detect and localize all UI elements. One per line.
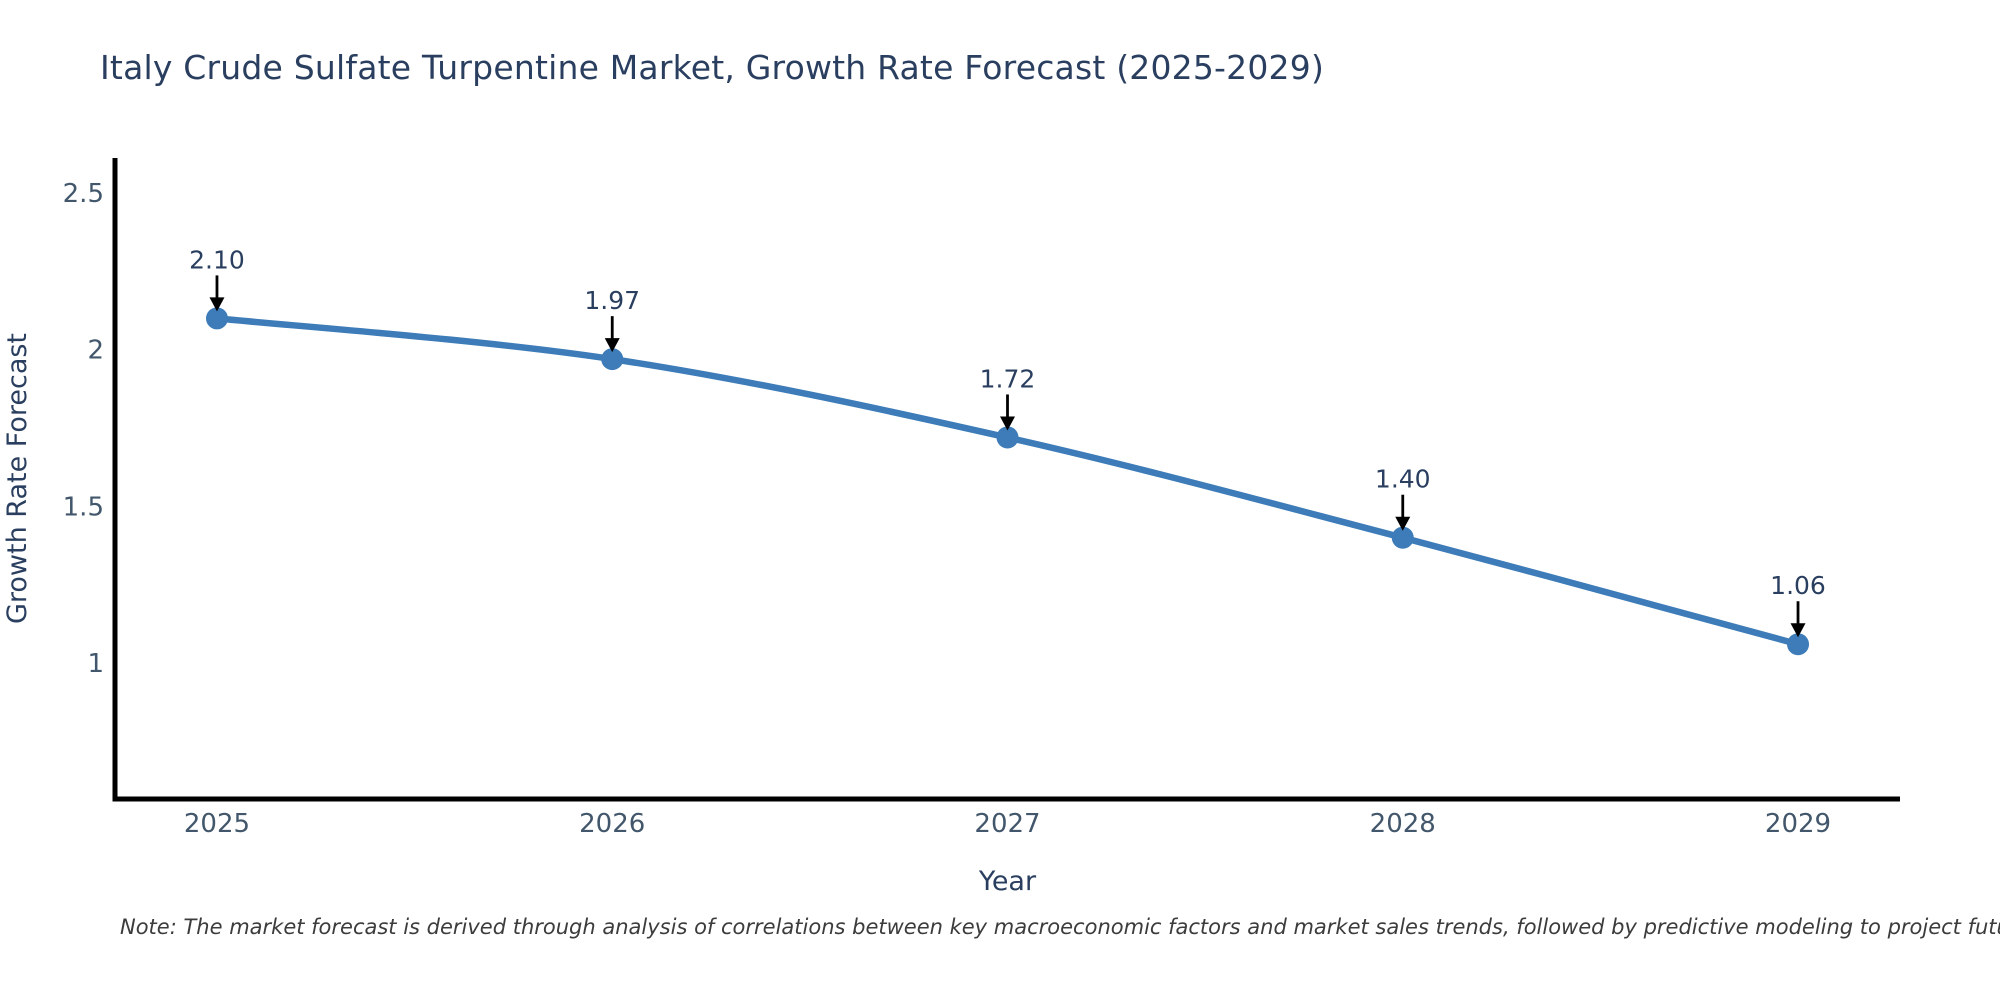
- point-value-label: 2.10: [189, 245, 245, 274]
- data-point-2025[interactable]: [205, 307, 228, 330]
- y-tick-label: 2: [87, 336, 104, 366]
- y-tick-label: 1: [87, 649, 104, 679]
- annotation-arrowhead: [209, 297, 225, 312]
- y-tick-label: 2.5: [63, 179, 104, 209]
- y-tick-label: 1.5: [63, 492, 104, 522]
- annotation-arrowhead: [1000, 416, 1015, 431]
- annotation-arrowhead: [604, 338, 620, 353]
- data-point-2027[interactable]: [996, 426, 1019, 449]
- point-value-label: 1.40: [1375, 465, 1431, 494]
- data-point-2026[interactable]: [601, 348, 624, 371]
- point-value-label: 1.06: [1770, 571, 1826, 600]
- chart-note: Note: The market forecast is derived thr…: [120, 915, 2000, 939]
- x-tick-label: 2026: [579, 809, 645, 839]
- annotation-arrowhead: [1395, 516, 1411, 531]
- x-tick-label: 2027: [974, 809, 1040, 839]
- y-axis-title: Growth Rate Forecast: [2, 333, 33, 624]
- x-tick-label: 2028: [1370, 809, 1436, 839]
- point-value-label: 1.97: [584, 286, 640, 315]
- point-value-label: 1.72: [980, 364, 1036, 393]
- x-tick-label: 2025: [184, 809, 250, 839]
- annotation-arrowhead: [1790, 623, 1806, 638]
- data-point-2029[interactable]: [1787, 633, 1810, 656]
- x-axis-title: Year: [978, 866, 1037, 897]
- x-tick-label: 2029: [1765, 809, 1831, 839]
- chart-title: Italy Crude Sulfate Turpentine Market, G…: [100, 48, 1325, 87]
- data-point-2028[interactable]: [1391, 526, 1414, 549]
